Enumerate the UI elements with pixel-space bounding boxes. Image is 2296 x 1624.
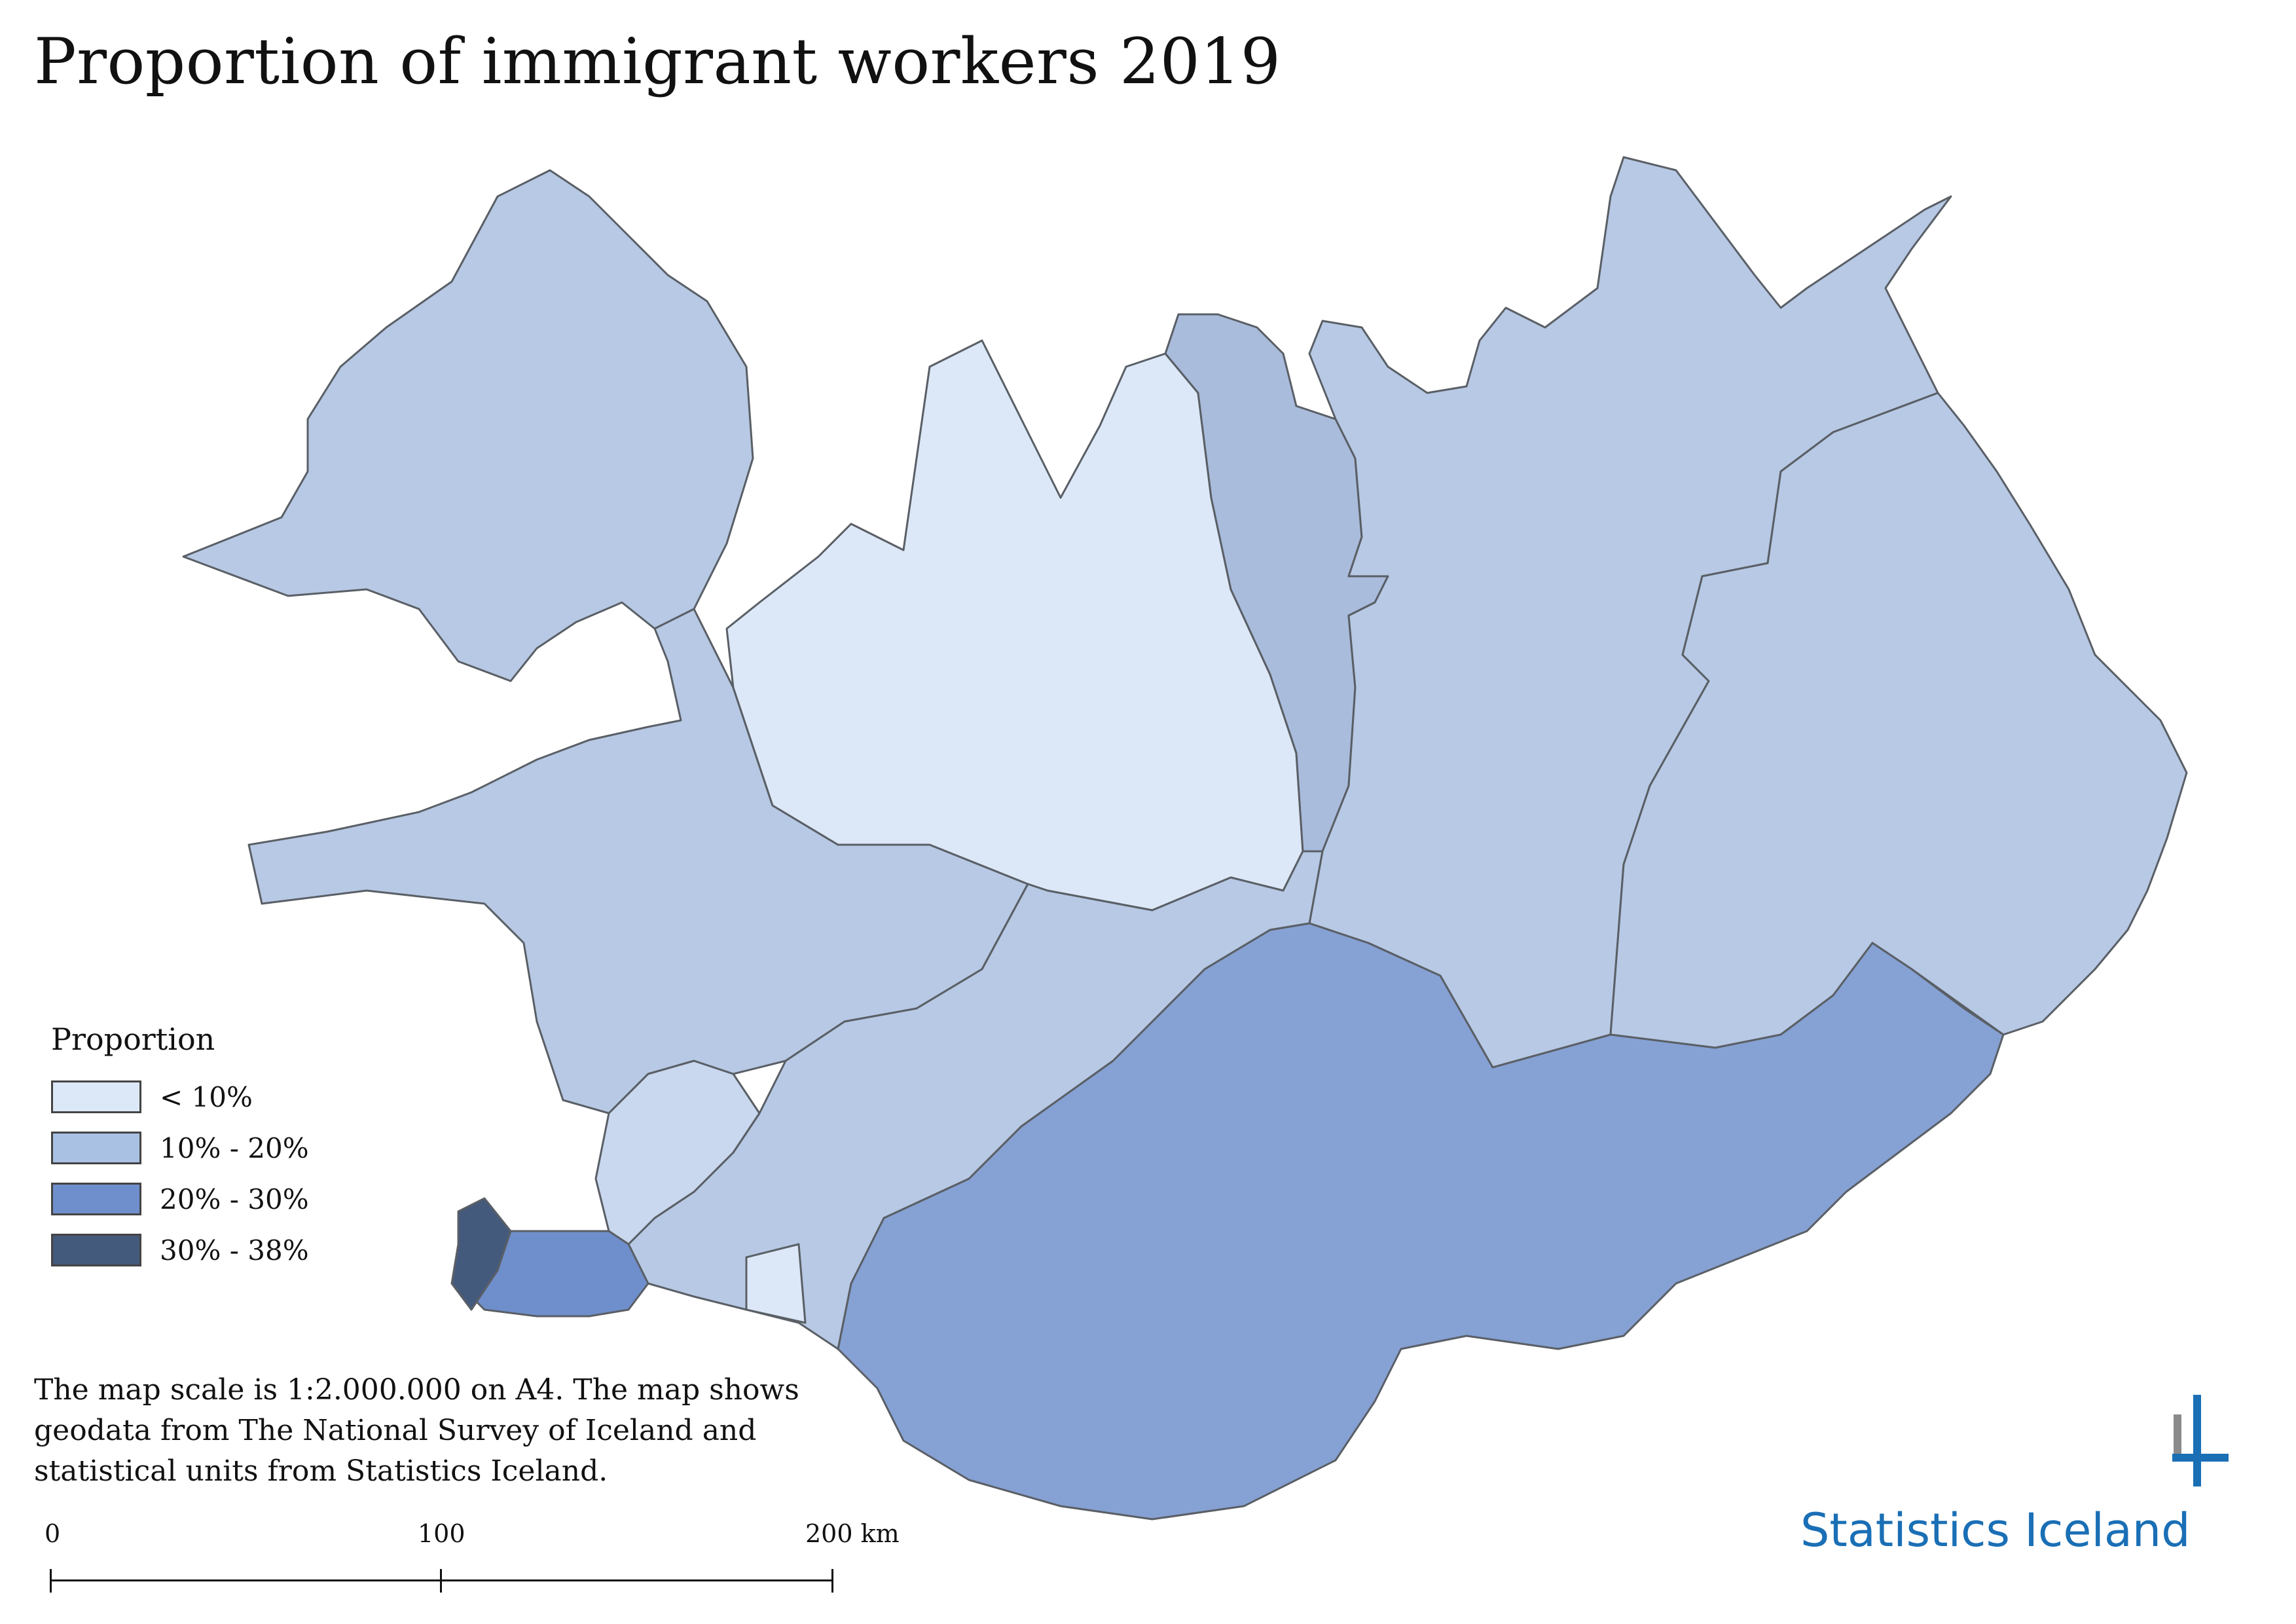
logo-text: Statistics Iceland bbox=[1800, 1504, 2191, 1557]
logo-mark-icon bbox=[2172, 1395, 2229, 1486]
region-capital bbox=[594, 1060, 761, 1246]
legend-swatch bbox=[51, 1080, 141, 1113]
legend-label: 30% - 38% bbox=[160, 1234, 309, 1266]
scale-tick bbox=[831, 1569, 833, 1593]
legend-swatch bbox=[51, 1234, 141, 1266]
legend-label: 10% - 20% bbox=[160, 1132, 309, 1164]
scale-tick bbox=[50, 1569, 52, 1593]
legend-item: 30% - 38% bbox=[51, 1225, 309, 1276]
region-westfjords bbox=[182, 169, 754, 682]
legend-swatch bbox=[51, 1183, 141, 1215]
map-note: The map scale is 1:2.000.000 on A4. The … bbox=[34, 1373, 799, 1488]
scale-tick bbox=[440, 1569, 442, 1593]
region-east bbox=[1609, 392, 2188, 1049]
legend-item: < 10% bbox=[51, 1071, 309, 1122]
legend-label: 20% - 30% bbox=[160, 1183, 309, 1215]
map-title: Proportion of immigrant workers 2019 bbox=[34, 25, 1281, 98]
legend-label: < 10% bbox=[160, 1080, 253, 1113]
scale-bar: 0 100 200 km bbox=[39, 1519, 903, 1598]
scale-label-200: 200 km bbox=[805, 1519, 900, 1548]
region-sudurnes bbox=[450, 1197, 512, 1311]
scale-label-0: 0 bbox=[45, 1519, 61, 1548]
legend-item: 10% - 20% bbox=[51, 1122, 309, 1173]
legend-swatch bbox=[51, 1132, 141, 1164]
scale-label-100: 100 bbox=[418, 1519, 465, 1548]
legend-title: Proportion bbox=[51, 1022, 215, 1057]
region-reykjanes bbox=[457, 1230, 649, 1318]
map-legend: Proportion < 10% 10% - 20% 20% - 30% 30%… bbox=[51, 1022, 309, 1276]
statistics-iceland-logo: Statistics Iceland bbox=[1781, 1388, 2239, 1572]
region-south-coast bbox=[745, 1243, 807, 1324]
legend-item: 20% - 30% bbox=[51, 1173, 309, 1225]
